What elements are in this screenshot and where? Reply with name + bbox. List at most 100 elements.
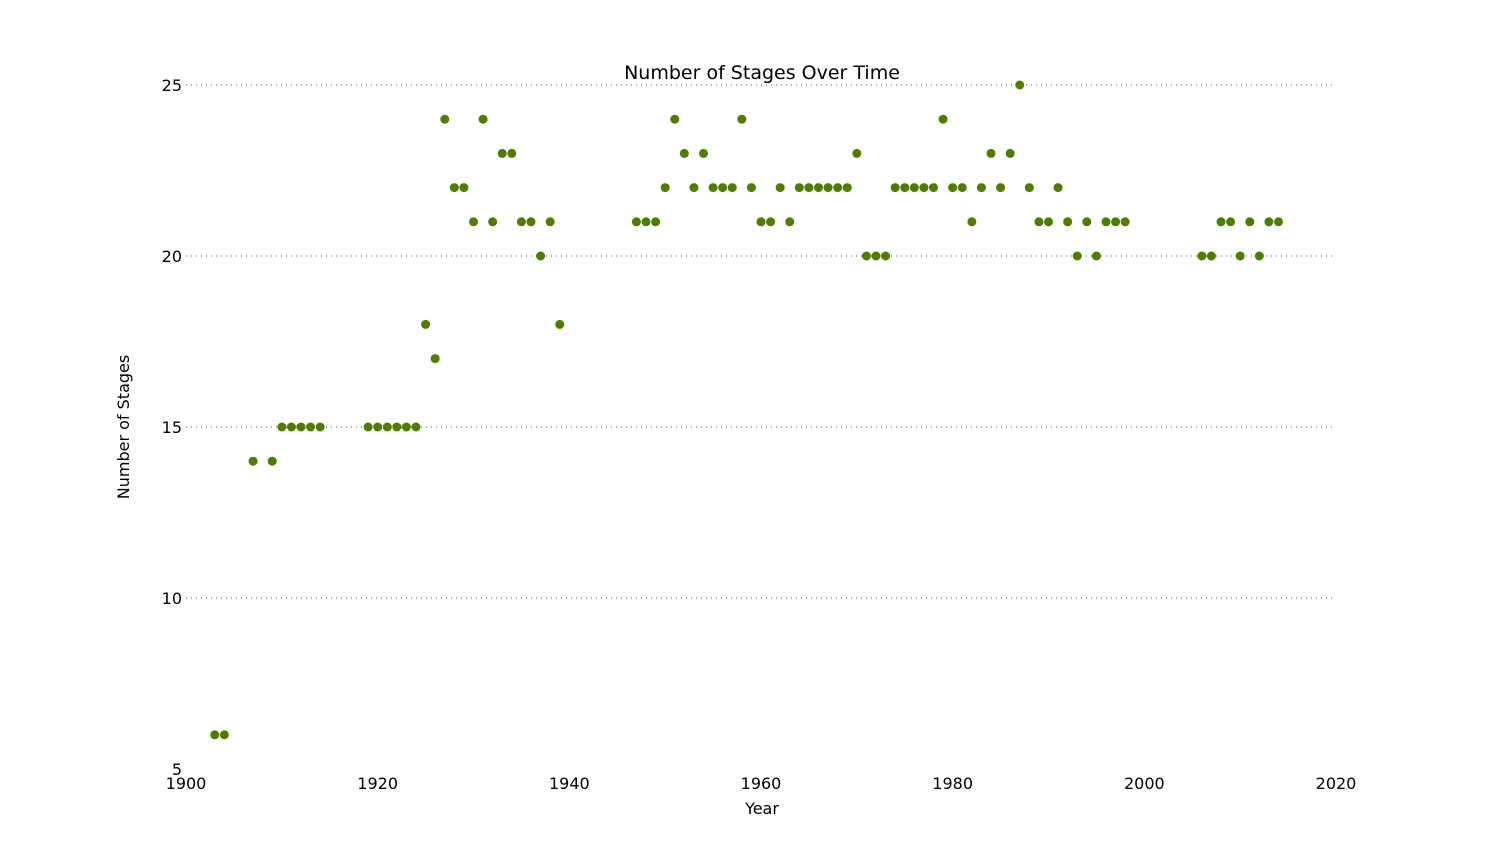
- data-point: [833, 183, 843, 193]
- data-point: [794, 183, 804, 193]
- x-tick-label: 1900: [166, 774, 207, 793]
- data-point: [823, 183, 833, 193]
- data-point: [976, 183, 986, 193]
- data-point: [469, 217, 478, 227]
- data-point: [1072, 251, 1082, 261]
- y-axis-label: Number of Stages: [114, 355, 133, 499]
- x-tick-label: 1960: [741, 774, 782, 793]
- data-point: [1053, 183, 1063, 193]
- data-point: [967, 217, 977, 227]
- data-points: [210, 80, 1283, 740]
- x-tick-labels: 1900 1920 1940 1960 1980 2000 2020: [166, 774, 1357, 793]
- y-tick-labels: 5 10 15 20 25: [162, 76, 182, 779]
- y-tick-label: 10: [162, 589, 182, 608]
- data-point: [708, 183, 718, 193]
- data-point: [555, 319, 565, 329]
- data-point: [1254, 251, 1264, 261]
- x-axis-label: Year: [744, 799, 779, 818]
- data-point: [1111, 217, 1121, 227]
- x-tick-label: 2000: [1124, 774, 1165, 793]
- data-point: [1245, 217, 1255, 227]
- data-point: [679, 148, 689, 158]
- data-point: [996, 183, 1006, 193]
- data-point: [1034, 217, 1044, 227]
- data-point: [488, 217, 498, 227]
- data-point: [871, 251, 881, 261]
- data-point: [1274, 217, 1283, 227]
- data-point: [957, 183, 967, 193]
- y-tick-label: 5: [172, 760, 182, 779]
- data-point: [296, 422, 306, 432]
- data-point: [929, 183, 938, 193]
- data-point: [909, 183, 919, 193]
- x-tick-label: 1920: [357, 774, 398, 793]
- data-point: [890, 183, 900, 193]
- data-point: [1044, 217, 1053, 227]
- data-point: [440, 114, 450, 124]
- data-point: [938, 114, 948, 124]
- data-point: [248, 456, 258, 466]
- data-point: [670, 114, 680, 124]
- data-point: [286, 422, 296, 432]
- data-point: [1197, 251, 1207, 261]
- data-point: [1082, 217, 1092, 227]
- data-point: [651, 217, 661, 227]
- data-point: [775, 183, 785, 193]
- data-point: [497, 148, 507, 158]
- x-tick-label: 1940: [549, 774, 590, 793]
- data-point: [1063, 217, 1073, 227]
- data-point: [526, 217, 536, 227]
- data-point: [1005, 148, 1015, 158]
- data-point: [1264, 217, 1274, 227]
- data-point: [699, 148, 708, 158]
- data-point: [459, 183, 469, 193]
- data-point: [766, 217, 776, 227]
- data-point: [756, 217, 766, 227]
- data-point: [449, 183, 459, 193]
- data-point: [363, 422, 373, 432]
- data-point: [986, 148, 996, 158]
- data-point: [545, 217, 555, 227]
- data-point: [315, 422, 325, 432]
- chart-title: Number of Stages Over Time: [624, 62, 900, 84]
- data-point: [737, 114, 747, 124]
- data-point: [842, 183, 852, 193]
- data-point: [689, 183, 699, 193]
- data-point: [507, 148, 517, 158]
- y-tick-label: 25: [162, 76, 182, 95]
- data-point: [948, 183, 958, 193]
- data-point: [277, 422, 287, 432]
- data-point: [1206, 251, 1216, 261]
- data-point: [785, 217, 795, 227]
- data-point: [1015, 80, 1025, 90]
- data-point: [392, 422, 402, 432]
- data-point: [430, 354, 440, 364]
- data-point: [373, 422, 383, 432]
- data-point: [919, 183, 929, 193]
- data-point: [727, 183, 737, 193]
- data-point: [536, 251, 546, 261]
- data-point: [267, 456, 277, 466]
- data-point: [641, 217, 651, 227]
- data-point: [631, 217, 641, 227]
- data-point: [411, 422, 421, 432]
- data-point: [210, 730, 220, 740]
- data-point: [1101, 217, 1111, 227]
- x-tick-label: 2020: [1316, 774, 1357, 793]
- data-point: [1226, 217, 1236, 227]
- data-point: [1120, 217, 1130, 227]
- data-point: [718, 183, 728, 193]
- data-point: [814, 183, 823, 193]
- y-tick-label: 15: [162, 418, 182, 437]
- data-point: [382, 422, 392, 432]
- data-point: [1216, 217, 1226, 227]
- data-point: [421, 319, 431, 329]
- data-point: [401, 422, 411, 432]
- grid-lines: [186, 84, 1336, 599]
- data-point: [1235, 251, 1245, 261]
- data-point: [1024, 183, 1034, 193]
- data-point: [1091, 251, 1101, 261]
- data-point: [746, 183, 756, 193]
- data-point: [852, 148, 862, 158]
